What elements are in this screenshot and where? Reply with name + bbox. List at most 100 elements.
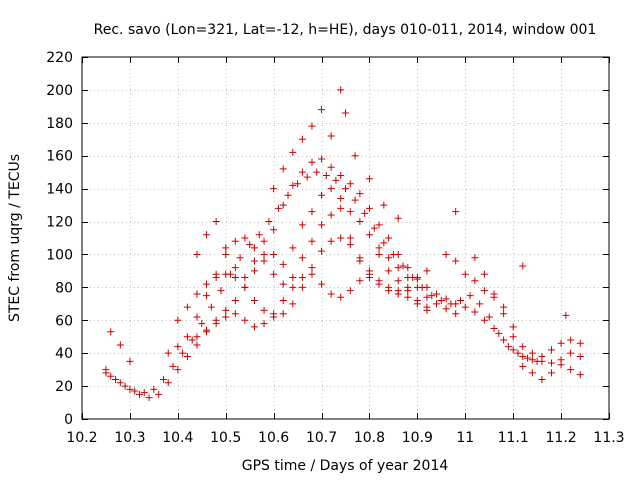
series-satellite-06 — [107, 86, 570, 365]
data-point — [519, 352, 527, 360]
data-point — [528, 356, 536, 364]
data-point — [222, 306, 230, 314]
data-point — [318, 191, 326, 199]
y-tick-label: 200 — [46, 83, 73, 99]
data-point — [217, 287, 225, 295]
data-point — [327, 290, 335, 298]
data-point — [318, 247, 326, 255]
data-point — [524, 354, 532, 362]
data-point — [126, 385, 134, 393]
data-point — [365, 175, 373, 183]
data-point — [557, 339, 565, 347]
data-point — [164, 379, 172, 387]
data-point — [394, 214, 402, 222]
data-point — [289, 181, 297, 189]
data-point — [346, 180, 354, 188]
data-point — [203, 280, 211, 288]
data-point — [241, 234, 249, 242]
data-point — [279, 297, 287, 305]
y-tick-label: 180 — [46, 116, 73, 132]
data-point — [538, 376, 546, 384]
data-point — [289, 283, 297, 291]
data-point — [576, 339, 584, 347]
data-point — [447, 300, 455, 308]
x-tick-labels: 10.2 10.3 10.4 10.5 10.6 10.7 10.8 10.9 11 11.1 11… — [66, 430, 624, 446]
data-point — [442, 295, 450, 303]
data-point — [308, 158, 316, 166]
data-point — [332, 176, 340, 184]
x-axis-title: GPS time / Days of year 2014 — [242, 458, 449, 474]
data-point — [126, 357, 134, 365]
data-point — [298, 221, 306, 229]
data-point — [337, 234, 345, 242]
data-point — [471, 277, 479, 285]
data-point — [500, 336, 508, 344]
data-point — [298, 273, 306, 281]
data-point — [461, 303, 469, 311]
series-satellite-09 — [193, 185, 431, 314]
data-point — [231, 297, 239, 305]
data-point — [500, 310, 508, 318]
data-point — [533, 357, 541, 365]
data-point — [260, 257, 268, 265]
data-point — [308, 237, 316, 245]
data-point — [289, 300, 297, 308]
data-point — [433, 300, 441, 308]
data-point — [437, 297, 445, 305]
data-point — [246, 241, 254, 249]
data-point — [193, 250, 201, 258]
data-point — [485, 313, 493, 321]
x-tick-label: 11.1 — [498, 430, 529, 446]
data-point — [298, 135, 306, 143]
data-point — [394, 264, 402, 272]
data-point — [183, 352, 191, 360]
data-point — [389, 250, 397, 258]
data-point — [346, 241, 354, 249]
data-point — [270, 310, 278, 318]
data-point — [179, 349, 187, 357]
data-point — [452, 310, 460, 318]
plot-frame — [81, 56, 610, 420]
data-point — [423, 267, 431, 275]
series-satellite-05 — [193, 267, 431, 341]
data-point — [270, 270, 278, 278]
data-point — [265, 218, 273, 226]
data-point — [404, 264, 412, 272]
data-point — [567, 349, 575, 357]
data-point — [365, 231, 373, 239]
y-tick-label: 160 — [46, 149, 73, 165]
data-point — [327, 237, 335, 245]
data-point — [442, 250, 450, 258]
data-point — [250, 323, 258, 331]
data-point — [337, 204, 345, 212]
data-point — [308, 122, 316, 130]
y-tick-label: 100 — [46, 247, 73, 263]
data-point — [318, 280, 326, 288]
data-point — [183, 333, 191, 341]
data-point — [121, 382, 129, 390]
data-point — [212, 273, 220, 281]
series-satellite-08 — [471, 254, 584, 384]
series-satellite-07 — [442, 250, 584, 360]
data-point — [131, 387, 139, 395]
series-satellite-03 — [164, 204, 460, 357]
series-satellite-01 — [102, 155, 584, 402]
data-point — [107, 372, 115, 380]
data-point — [327, 132, 335, 140]
data-point — [375, 250, 383, 258]
grid-layer — [82, 57, 609, 419]
x-tick-label: 11.2 — [546, 430, 577, 446]
data-point — [399, 262, 407, 270]
data-point — [337, 195, 345, 203]
data-point — [375, 244, 383, 252]
y-tick-label: 220 — [46, 50, 73, 66]
data-point — [342, 109, 349, 117]
data-point — [471, 254, 479, 262]
x-tick-label: 10.3 — [114, 430, 145, 446]
data-point — [519, 362, 527, 370]
data-point — [198, 320, 206, 328]
data-point — [562, 311, 570, 319]
data-point — [222, 270, 230, 278]
data-point — [509, 323, 517, 331]
